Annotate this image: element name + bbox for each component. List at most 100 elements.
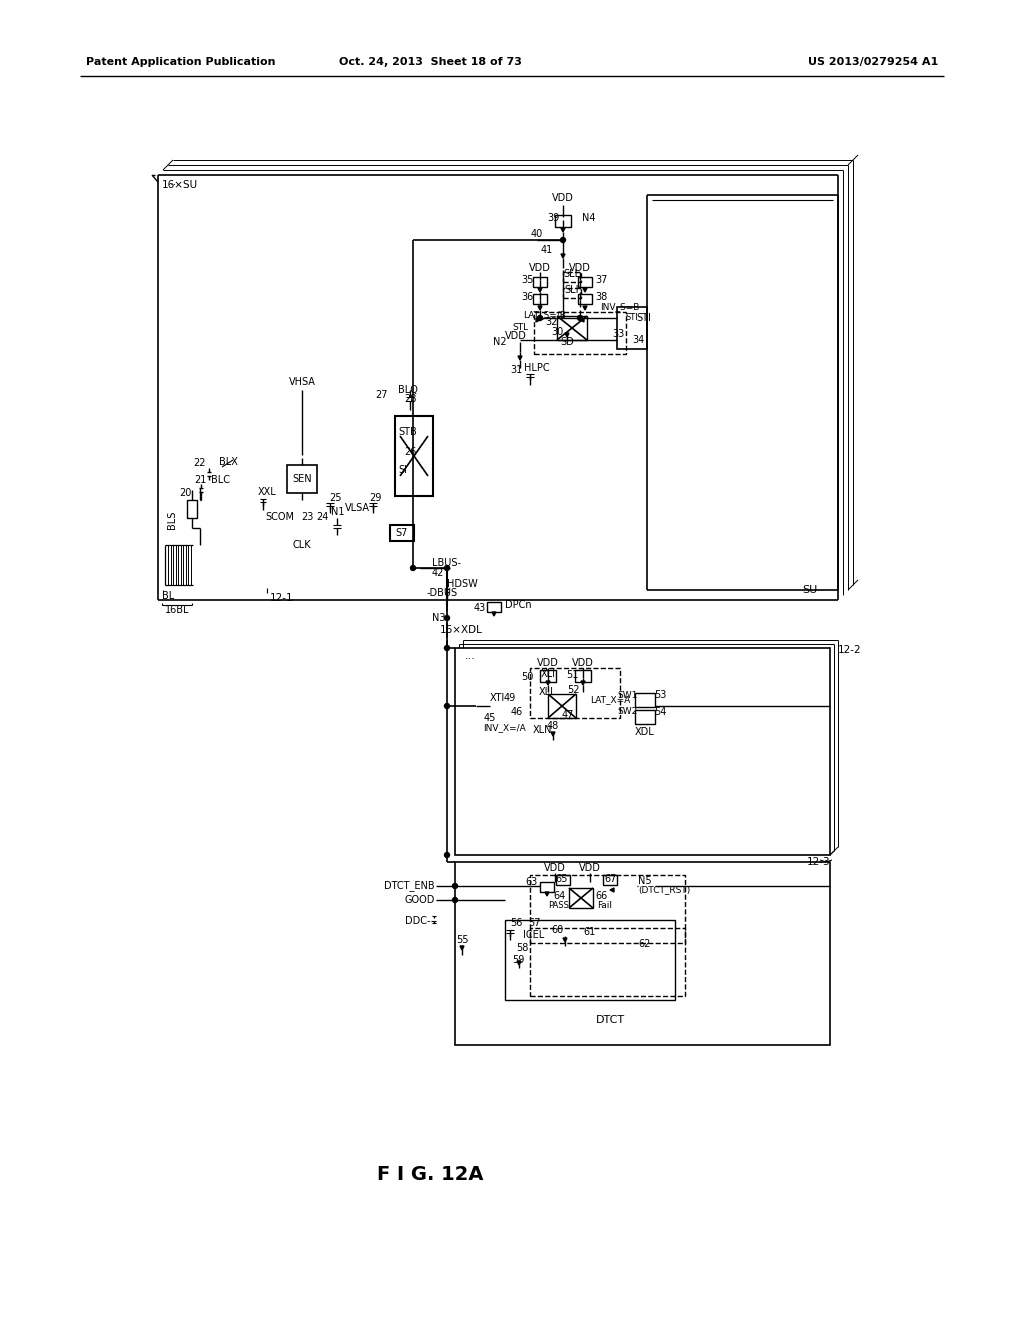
Bar [530,875,685,942]
Text: XXL: XXL [258,487,276,498]
Circle shape [444,645,450,651]
Bar [563,272,581,282]
Text: VHSA: VHSA [289,378,315,387]
Text: STL: STL [512,323,528,333]
Circle shape [538,315,543,321]
Text: DTCT_ENB: DTCT_ENB [384,880,435,891]
Text: 33: 33 [612,329,624,339]
Text: Patent Application Publication: Patent Application Publication [86,57,275,67]
Text: VDD: VDD [537,657,559,668]
Text: 27: 27 [375,389,387,400]
Text: 66: 66 [595,891,607,902]
Bar [578,294,592,304]
Bar [187,500,197,517]
Text: BL: BL [162,591,174,601]
Text: 54: 54 [653,708,667,717]
Text: 40: 40 [530,228,543,239]
Text: ...: ... [170,177,180,187]
Polygon shape [517,961,521,965]
Text: STI: STI [626,314,638,322]
Text: XLI: XLI [541,669,555,678]
Circle shape [453,883,458,888]
Text: S7: S7 [396,528,409,539]
Text: VDD: VDD [505,331,527,341]
Text: 46: 46 [511,708,523,717]
Circle shape [560,238,565,243]
Text: ...: ... [465,651,475,661]
Polygon shape [565,333,569,337]
Bar [575,671,591,682]
Text: STI: STI [636,313,651,323]
Text: 42: 42 [432,568,444,578]
Text: 16×XDL: 16×XDL [440,624,483,635]
Text: 61: 61 [584,927,596,937]
Bar [617,308,647,348]
Text: 35: 35 [521,275,534,285]
Text: 62: 62 [639,939,651,949]
Text: 16BL: 16BL [165,605,189,615]
Text: VDD: VDD [552,193,573,203]
Text: 39: 39 [547,213,559,223]
Polygon shape [546,681,550,685]
Circle shape [444,615,450,620]
Text: 24: 24 [315,512,328,521]
Polygon shape [610,888,614,892]
Bar [635,710,655,723]
Text: LAT_S=/B: LAT_S=/B [523,310,566,319]
Text: SD: SD [560,337,573,347]
Text: 34: 34 [632,335,644,345]
Text: SW1: SW1 [617,690,638,700]
Text: XLN: XLN [532,725,552,735]
Bar [540,671,556,682]
Circle shape [444,565,450,570]
Text: 31: 31 [510,366,522,375]
Text: 30: 30 [551,327,563,337]
Text: 32: 32 [545,317,557,327]
Text: GOOD: GOOD [404,895,435,906]
Polygon shape [563,939,567,942]
Bar [556,875,570,884]
Polygon shape [561,253,565,257]
Text: 12-2: 12-2 [838,645,861,655]
Text: (DTCT_RST): (DTCT_RST) [638,886,690,895]
Bar [635,693,655,708]
Polygon shape [538,306,542,310]
Text: 29: 29 [369,492,381,503]
Bar [390,525,414,541]
Text: LAT_X=A: LAT_X=A [590,696,630,705]
Text: INV_X=/A: INV_X=/A [483,723,525,733]
Text: 21: 21 [194,475,206,484]
Text: 64: 64 [553,891,565,902]
Text: 38: 38 [595,292,607,302]
Text: SU: SU [803,585,817,595]
Polygon shape [561,228,565,232]
Circle shape [453,898,458,903]
Circle shape [578,315,583,321]
Bar [534,312,626,354]
Text: 47: 47 [562,710,574,719]
Text: 56: 56 [510,917,522,928]
Bar [578,277,592,286]
Bar [534,294,547,304]
Bar [530,928,685,997]
Bar [540,882,554,892]
Text: SI: SI [398,465,407,475]
Text: ICEL: ICEL [523,931,545,940]
Text: BLC: BLC [211,475,230,484]
Text: LBUS-: LBUS- [432,558,461,568]
Bar [548,694,575,718]
Polygon shape [492,612,496,616]
Text: DTCT: DTCT [595,1015,625,1026]
Text: 26: 26 [403,447,416,457]
Polygon shape [583,306,587,310]
Bar [287,465,317,492]
Bar [455,648,830,855]
Text: N3: N3 [432,612,445,623]
Text: HLPC: HLPC [524,363,550,374]
Text: 12-1: 12-1 [270,593,294,603]
Text: SLL: SLL [563,269,581,279]
Text: DPCn: DPCn [505,601,531,610]
Polygon shape [518,356,522,360]
Text: 25: 25 [330,492,342,503]
Text: 41: 41 [541,246,553,255]
